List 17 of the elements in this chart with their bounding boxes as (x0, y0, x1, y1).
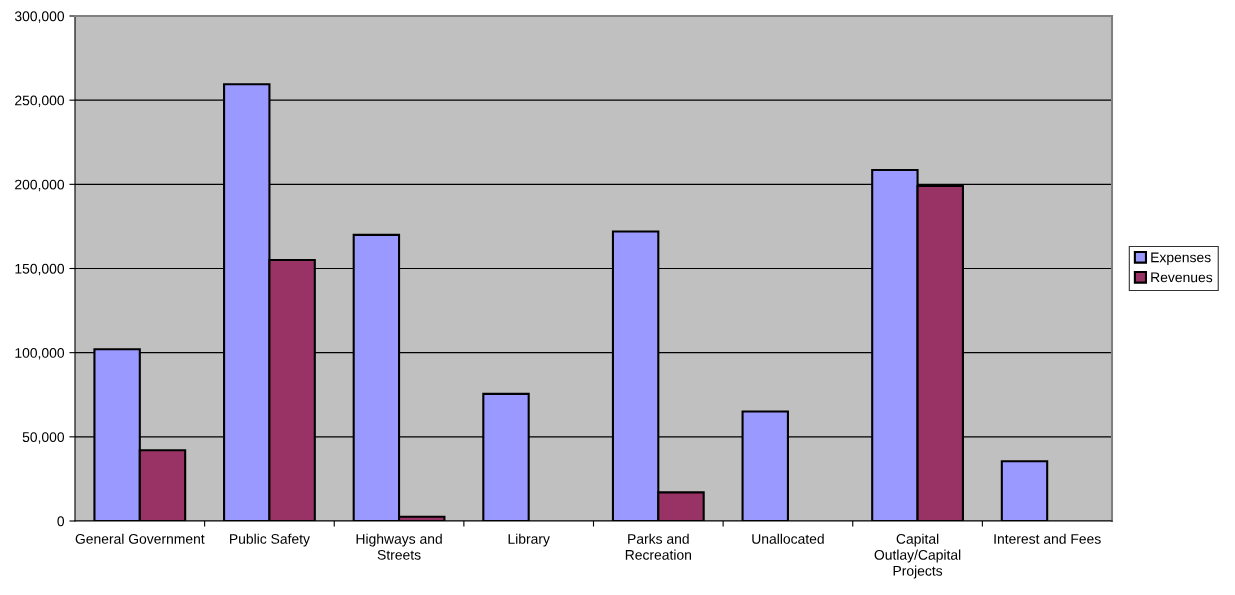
x-tick-label: General Government (75, 533, 205, 544)
legend-label: Expenses (1151, 252, 1211, 266)
x-tick-label: Highways and Streets (356, 533, 442, 560)
x-tick-label: Library (508, 533, 550, 547)
y-tick-label: 200,000 (15, 179, 65, 192)
y-tick-label: 50,000 (22, 432, 65, 444)
y-tick-label: 0 (57, 516, 65, 527)
y-tick-label: 150,000 (15, 263, 65, 276)
y-tick-label: 300,000 (14, 11, 65, 23)
x-tick-label: Unallocated (752, 533, 824, 544)
x-tick-label: Public Safety (230, 533, 310, 547)
y-tick-label: 100,000 (15, 348, 65, 360)
x-tick-label: Capital Outlay/Capital Projects (874, 533, 961, 579)
legend-label: Revenues (1151, 272, 1213, 283)
x-tick-label: Parks and Recreation (625, 533, 691, 560)
x-tick-label: Interest and Fees (994, 533, 1101, 544)
y-tick-label: 250,000 (15, 95, 65, 107)
